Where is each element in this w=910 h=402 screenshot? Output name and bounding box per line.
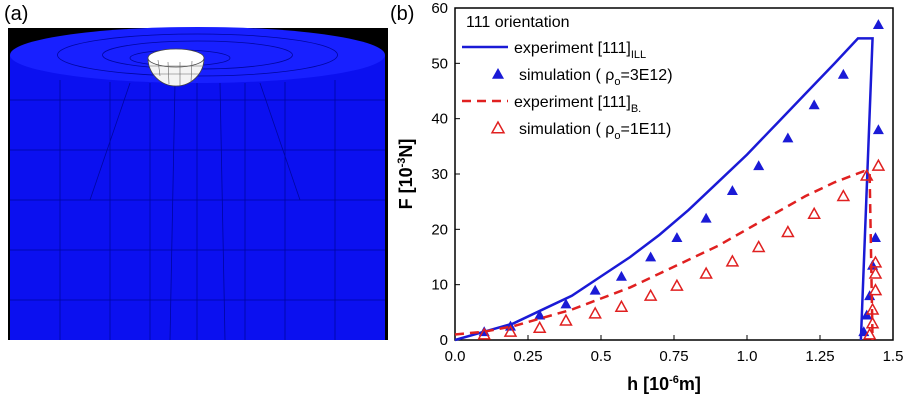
data-point xyxy=(560,315,571,325)
data-point xyxy=(782,133,793,143)
data-point xyxy=(616,271,627,281)
data-point xyxy=(616,301,627,311)
legend-label-part: experiment [111] xyxy=(514,94,631,111)
data-point xyxy=(727,185,738,195)
data-point xyxy=(873,19,884,29)
y-tick-label: 60 xyxy=(431,0,448,17)
legend-label-part: =1E11) xyxy=(620,121,671,138)
y-tick-label: 0 xyxy=(440,332,448,349)
data-point xyxy=(701,213,712,223)
data-point xyxy=(809,208,820,218)
y-tick-label: 30 xyxy=(431,166,448,183)
legend-label: simulation ( ρo=3E12) xyxy=(519,67,673,88)
legend-title: 111 orientation xyxy=(466,14,569,31)
legend-label-part: experiment [111] xyxy=(514,40,631,57)
data-point xyxy=(534,322,545,332)
data-point xyxy=(671,232,682,242)
data-point xyxy=(873,160,884,170)
data-point xyxy=(590,308,601,318)
data-point xyxy=(701,268,712,278)
x-axis-label: h [10-6m] xyxy=(627,374,701,394)
x-tick-label: 0.75 xyxy=(659,348,688,365)
legend-label-part: =3E12) xyxy=(620,67,672,84)
legend-swatch xyxy=(492,122,504,133)
data-point xyxy=(727,256,738,266)
legend-label: simulation ( ρo=1E11) xyxy=(519,121,671,142)
y-axis-label-part: F [10 xyxy=(396,167,416,209)
y-axis-label: F [10-3N] xyxy=(396,139,416,210)
panel-label: (a) xyxy=(4,3,28,25)
mesh-image xyxy=(8,27,388,340)
data-point xyxy=(753,242,764,252)
x-tick-label: 0.25 xyxy=(513,348,542,365)
y-tick-label: 40 xyxy=(431,111,448,128)
data-point xyxy=(753,160,764,170)
x-tick-label: 0.0 xyxy=(445,348,466,365)
figure: (a) (b) 0.0 0.25 0.5 0.75 1.0 1.25 1.5 0 10 20 30 4… xyxy=(0,0,910,402)
y-tick-label: 50 xyxy=(431,55,448,72)
data-point xyxy=(645,252,656,262)
data-point xyxy=(782,227,793,237)
legend-label: experiment [111]B. xyxy=(514,94,641,115)
legend-label-part: ILL xyxy=(631,49,646,61)
plot: 0.0 0.25 0.5 0.75 1.0 1.25 1.5 0 10 20 30 40 50 60 h [… xyxy=(396,0,903,394)
data-line xyxy=(455,171,873,340)
x-tick-label: 0.5 xyxy=(591,348,612,365)
x-axis-label-part: h [10 xyxy=(627,374,669,394)
data-point xyxy=(671,280,682,290)
data-point xyxy=(590,285,601,295)
legend-swatch xyxy=(492,68,504,79)
panel-label: (b) xyxy=(390,3,414,25)
data-point xyxy=(838,69,849,79)
x-axis-label-part: -6 xyxy=(669,374,679,386)
legend-label: experiment [111]ILL xyxy=(514,40,646,61)
legend-label-part: simulation ( ρ xyxy=(519,67,614,84)
x-tick-label: 1.25 xyxy=(805,348,834,365)
y-axis-label-part: -3 xyxy=(396,158,408,168)
data-point xyxy=(645,290,656,300)
x-tick-label: 1.0 xyxy=(737,348,758,365)
data-point xyxy=(873,124,884,134)
y-tick-label: 20 xyxy=(431,221,448,238)
legend-label-part: B. xyxy=(631,103,641,115)
y-axis-label-part: N] xyxy=(396,139,416,158)
x-tick-label: 1.5 xyxy=(883,348,904,365)
data-point xyxy=(809,99,820,109)
legend-label-part: simulation ( ρ xyxy=(519,121,614,138)
data-point xyxy=(838,191,849,201)
x-axis-label-part: m] xyxy=(679,374,701,394)
y-tick-label: 10 xyxy=(431,277,448,294)
